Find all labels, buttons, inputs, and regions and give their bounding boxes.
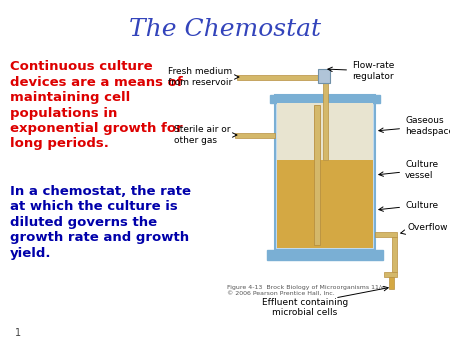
FancyBboxPatch shape — [275, 95, 375, 250]
Text: Figure 4-13  Brock Biology of Microorganisms 11/e
© 2006 Pearson Prentice Hall, : Figure 4-13 Brock Biology of Microorgani… — [227, 285, 385, 296]
Text: In a chemostat, the rate
at which the culture is
diluted governs the
growth rate: In a chemostat, the rate at which the cu… — [10, 185, 191, 260]
FancyBboxPatch shape — [318, 69, 330, 83]
FancyBboxPatch shape — [325, 75, 330, 80]
Text: Fresh medium
from reservoir: Fresh medium from reservoir — [168, 67, 239, 87]
Text: Sterile air or
other gas: Sterile air or other gas — [174, 125, 237, 145]
FancyBboxPatch shape — [270, 95, 380, 103]
Text: Gaseous
headspace: Gaseous headspace — [379, 116, 450, 136]
FancyBboxPatch shape — [389, 277, 394, 289]
Text: 1: 1 — [15, 328, 21, 338]
Text: Flow-rate
regulator: Flow-rate regulator — [328, 61, 394, 81]
Text: Culture
vessel: Culture vessel — [379, 160, 438, 180]
Text: The Chemostat: The Chemostat — [129, 18, 321, 41]
Text: Culture: Culture — [379, 200, 438, 211]
FancyBboxPatch shape — [277, 103, 373, 160]
FancyBboxPatch shape — [392, 237, 397, 272]
Text: Effluent containing
microbial cells: Effluent containing microbial cells — [262, 298, 348, 317]
FancyBboxPatch shape — [267, 250, 383, 260]
Text: Continuous culture
devices are a means of
maintaining cell
populations in
expone: Continuous culture devices are a means o… — [10, 60, 183, 150]
FancyBboxPatch shape — [384, 272, 397, 277]
FancyBboxPatch shape — [375, 232, 397, 237]
FancyBboxPatch shape — [323, 79, 328, 160]
FancyBboxPatch shape — [277, 160, 373, 248]
FancyBboxPatch shape — [235, 133, 275, 138]
Text: Overflow: Overflow — [401, 222, 447, 234]
FancyBboxPatch shape — [314, 105, 320, 245]
FancyBboxPatch shape — [237, 75, 318, 80]
